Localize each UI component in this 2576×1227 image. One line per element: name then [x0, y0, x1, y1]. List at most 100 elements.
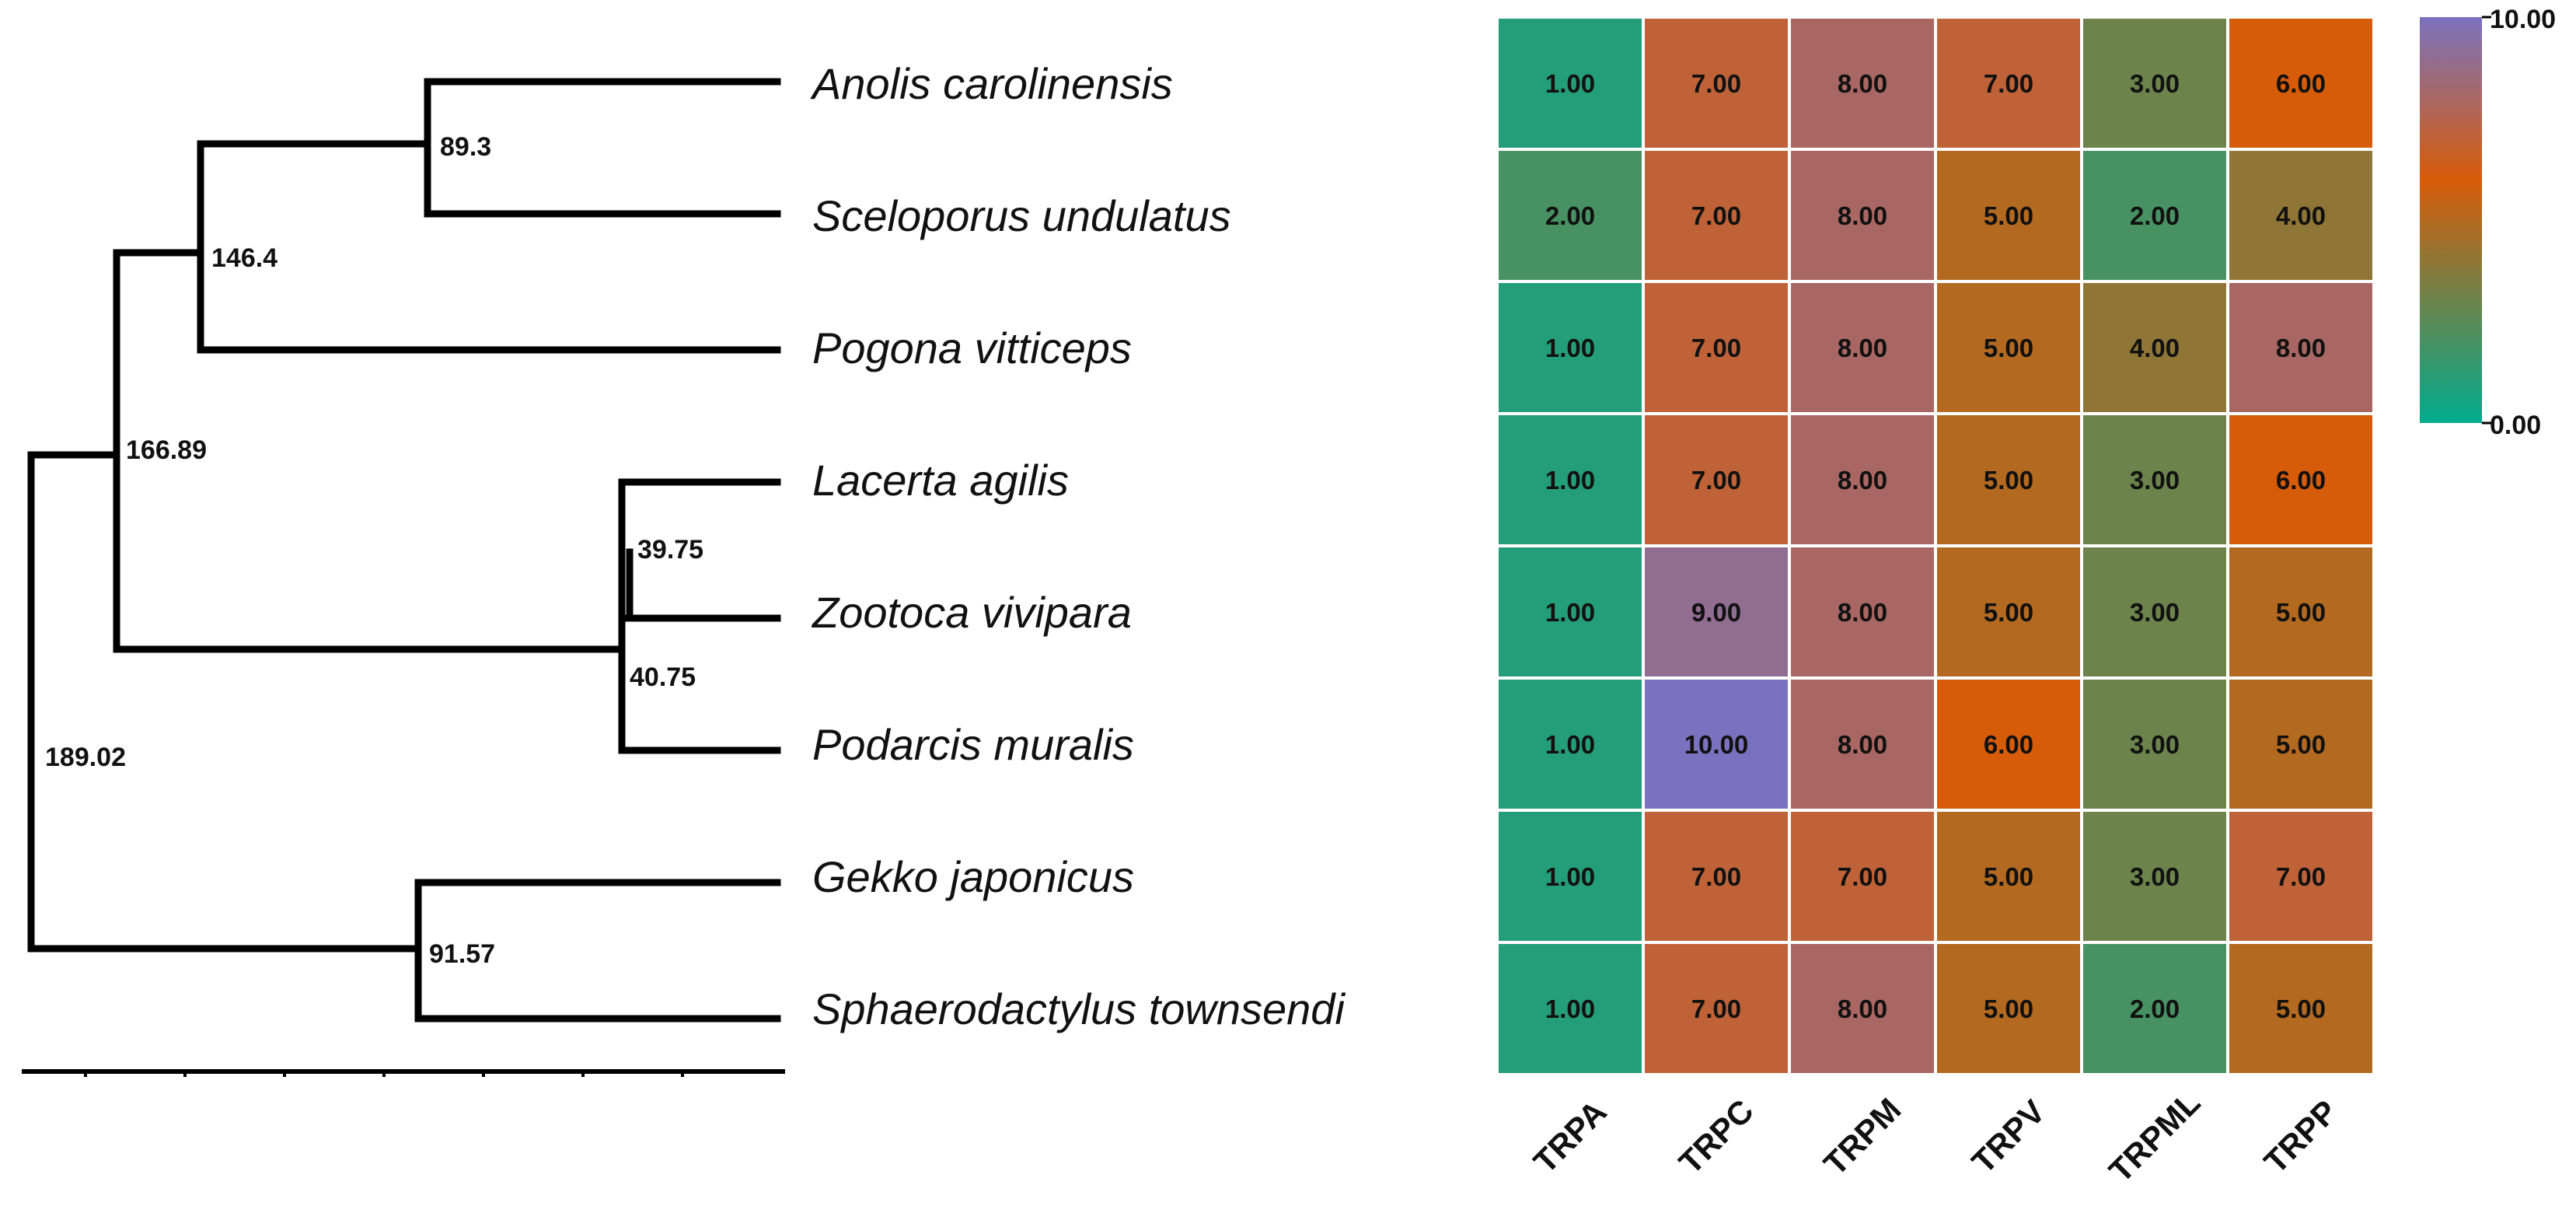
heatmap-cell-label: 4.00 [2130, 334, 2180, 362]
heatmap-cell-label: 3.00 [2130, 730, 2180, 759]
heatmap-cell-label: 6.00 [2276, 69, 2326, 98]
legend-min-label: 0.00 [2490, 411, 2541, 440]
heatmap-cell-label: 3.00 [2130, 862, 2180, 891]
time-axis [22, 1069, 785, 1077]
heatmap-cell-label: 8.00 [1838, 334, 1887, 362]
heatmap-cell [1934, 809, 2083, 944]
heatmap-cell-label: 5.00 [1984, 334, 2033, 362]
node-age-39: 39.75 [637, 535, 703, 565]
heatmap-cell [1496, 280, 1645, 415]
heatmap-cell [1934, 16, 2083, 151]
heatmap-cell [1788, 148, 1937, 283]
column-label: TRPC [1672, 1092, 1761, 1181]
tree-branch-91 [414, 879, 781, 1022]
heatmap-cell-label: 8.00 [1838, 466, 1887, 495]
column-label: TRPP [2257, 1093, 2344, 1180]
node-age-146: 146.4 [211, 243, 277, 273]
heatmap-cell [1496, 941, 1645, 1076]
heatmap-cell [2080, 148, 2229, 283]
heatmap-cell-label: 1.00 [1545, 334, 1595, 362]
column-label: TRPV [1965, 1093, 2052, 1180]
heatmap-cell-label: 5.00 [2276, 598, 2326, 627]
heatmap [1496, 16, 2375, 1076]
node-age-89: 89.3 [440, 132, 491, 162]
heatmap-cell-label: 4.00 [2276, 201, 2326, 230]
heatmap-cell [1642, 412, 1791, 547]
heatmap-cell [1496, 412, 1645, 547]
heatmap-cell-label: 7.00 [1691, 69, 1741, 98]
tree-branch-89 [424, 78, 781, 218]
heatmap-cell [2226, 412, 2375, 547]
heatmap-cell-label: 8.00 [1838, 69, 1887, 98]
heatmap-cell-label: 2.00 [2130, 201, 2180, 230]
node-age-166: 166.89 [126, 435, 207, 465]
heatmap-cell [1934, 676, 2083, 812]
heatmap-cell-label: 1.00 [1545, 466, 1595, 495]
heatmap-cell-label: 9.00 [1691, 598, 1741, 627]
heatmap-cell [2080, 16, 2229, 151]
heatmap-cell-label: 8.00 [1838, 730, 1887, 759]
species-label: Pogona vitticeps [812, 323, 1132, 372]
heatmap-cell-label: 5.00 [1984, 862, 2033, 891]
heatmap-cell [1496, 148, 1645, 283]
column-label: TRPA [1527, 1093, 1614, 1180]
heatmap-cell-label: 6.00 [2276, 466, 2326, 495]
node-age-40: 40.75 [630, 662, 696, 692]
heatmap-cell-label: 6.00 [1984, 730, 2033, 759]
heatmap-cell-label: 8.00 [1838, 598, 1887, 627]
heatmap-cell [1642, 941, 1791, 1076]
heatmap-cell [1642, 544, 1791, 680]
phylogenetic-tree [27, 78, 781, 1022]
tree-branch-146 [197, 140, 781, 354]
species-label: Anolis carolinensis [810, 59, 1173, 108]
heatmap-cell-label: 1.00 [1545, 995, 1595, 1023]
heatmap-cell [2080, 280, 2229, 415]
heatmap-cell [2080, 941, 2229, 1076]
heatmap-cell [1934, 941, 2083, 1076]
heatmap-cell-label: 3.00 [2130, 598, 2180, 627]
heatmap-cell-label: 8.00 [1838, 201, 1887, 230]
heatmap-cell [2080, 809, 2229, 944]
heatmap-cell-label: 7.00 [1838, 862, 1887, 891]
heatmap-cell-label: 8.00 [2276, 334, 2326, 362]
heatmap-cell-label: 2.00 [1545, 201, 1595, 230]
heatmap-cell-label: 1.00 [1545, 69, 1595, 98]
tree-branch-166 [113, 249, 626, 653]
heatmap-cell-label: 7.00 [1984, 69, 2033, 98]
heatmap-cell [1788, 809, 1937, 944]
heatmap-cell [2226, 280, 2375, 415]
tree-branch-lacertidae [618, 478, 781, 754]
heatmap-cell-label: 7.00 [1691, 201, 1741, 230]
species-labels: Anolis carolinensis Sceloporus undulatus P… [810, 59, 1346, 1033]
heatmap-cell-label: 7.00 [1691, 334, 1741, 362]
heatmap-cell-label: 5.00 [1984, 201, 2033, 230]
heatmap-cell [1788, 676, 1937, 812]
heatmap-cell-label: 5.00 [2276, 995, 2326, 1023]
heatmap-cell-label: 3.00 [2130, 466, 2180, 495]
color-legend: 10.00 0.00 [2420, 5, 2556, 440]
heatmap-cell [2226, 676, 2375, 812]
heatmap-column-labels: TRPA TRPC TRPM TRPV TRPML TRPP [1527, 1084, 2344, 1190]
species-label: Sphaerodactylus townsendi [812, 984, 1346, 1033]
heatmap-cell [2226, 809, 2375, 944]
heatmap-cell-label: 5.00 [1984, 995, 2033, 1023]
heatmap-cell-label: 7.00 [1691, 862, 1741, 891]
heatmap-cell-label: 10.00 [1684, 730, 1749, 759]
heatmap-cell-label: 1.00 [1545, 862, 1595, 891]
species-label: Gekko japonicus [812, 852, 1134, 901]
heatmap-cell-label: 2.00 [2130, 995, 2180, 1023]
heatmap-cell-label: 7.00 [2276, 862, 2326, 891]
heatmap-cell [1788, 412, 1937, 547]
species-label: Lacerta agilis [812, 456, 1069, 505]
heatmap-cell [1934, 280, 2083, 415]
heatmap-cell-label: 7.00 [1691, 995, 1741, 1023]
heatmap-cell [1642, 280, 1791, 415]
heatmap-cell [2226, 941, 2375, 1076]
legend-max-label: 10.00 [2490, 5, 2556, 34]
heatmap-cell-labels: 1.00 7.00 8.00 7.00 3.00 6.00 2.00 7.00 8.00 5.00… [1545, 69, 2326, 1023]
legend-colorbar [2420, 17, 2482, 423]
heatmap-cell-label: 5.00 [1984, 466, 2033, 495]
heatmap-cell-label: 3.00 [2130, 69, 2180, 98]
heatmap-cell-label: 1.00 [1545, 730, 1595, 759]
